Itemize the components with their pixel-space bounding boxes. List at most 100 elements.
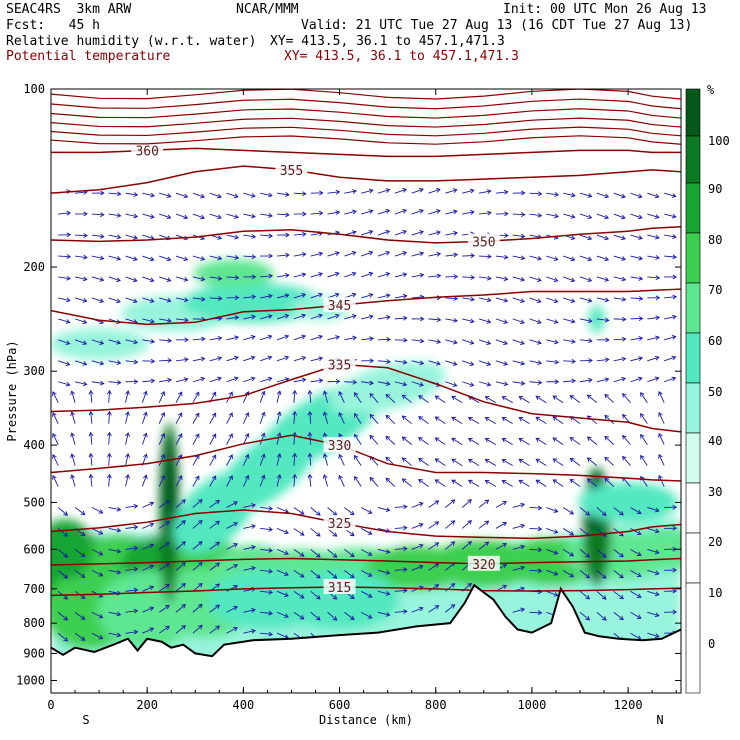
wind-arrow (579, 570, 590, 579)
wind-arrow-head (619, 573, 624, 579)
wind-arrow-head (318, 272, 324, 277)
wind-arrow-head (268, 505, 274, 511)
wind-arrow (435, 437, 446, 445)
wind-arrow-head (487, 275, 492, 281)
wind-arrow (445, 499, 455, 508)
wind-arrow-head (133, 545, 139, 551)
wind-arrow (394, 381, 407, 386)
wind-arrow-head (554, 359, 560, 365)
wind-arrow (596, 358, 609, 362)
wind-arrow-head (234, 315, 240, 321)
wind-arrow-head (165, 584, 170, 589)
wind-arrow (125, 474, 129, 487)
wind-arrow-head (88, 410, 94, 416)
wind-arrow-head (149, 277, 155, 283)
wind-arrow (141, 475, 147, 487)
wind-arrow (159, 359, 172, 362)
wind-arrow (546, 569, 558, 575)
wind-arrow-head (369, 336, 374, 342)
wind-arrow (226, 276, 239, 279)
forecast-hour: Fcst: 45 h (6, 18, 100, 33)
wind-arrow (613, 318, 626, 320)
wind-arrow (259, 475, 265, 487)
wind-arrow-head (418, 416, 423, 421)
wind-arrow-head (570, 192, 576, 198)
wind-arrow-head (535, 458, 541, 463)
wind-arrow-head (268, 273, 274, 279)
wind-arrow-head (587, 318, 593, 324)
wind-arrow-head (672, 567, 678, 573)
wind-arrow-head (315, 511, 321, 516)
wind-arrow-head (554, 379, 560, 385)
wind-arrow-head (402, 381, 408, 387)
wind-arrow-head (418, 606, 424, 612)
wind-arrow-head (217, 255, 223, 261)
wind-arrow-head (436, 273, 442, 279)
wind-arrow-head (569, 552, 575, 557)
wind-arrow-head (486, 381, 492, 387)
wind-arrow (141, 412, 147, 424)
wind-arrow-head (638, 356, 643, 361)
wind-arrow (58, 381, 70, 386)
wind-arrow-head (655, 255, 661, 260)
wind-arrow-head (402, 229, 408, 235)
wind-arrow (394, 568, 407, 571)
wind-arrow-head (672, 588, 678, 594)
wind-arrow (658, 433, 665, 445)
wind-arrow-head (195, 391, 200, 397)
wind-arrow-head (165, 563, 170, 568)
wind-arrow (630, 276, 643, 280)
wind-arrow-head (63, 553, 69, 558)
wind-arrow (327, 272, 340, 278)
wind-arrow (226, 585, 238, 592)
wind-arrow-head (619, 531, 624, 537)
wind-arrow (141, 433, 147, 445)
wind-arrow-head (160, 391, 166, 396)
wind-arrow (71, 412, 76, 424)
wind-arrow (323, 411, 328, 424)
wind-arrow (613, 234, 626, 240)
wind-arrow (546, 255, 558, 261)
wind-arrow-head (166, 277, 172, 283)
wind-arrow (159, 213, 171, 219)
wind-arrow (377, 230, 390, 236)
wind-arrow-head (233, 376, 239, 382)
wind-arrow (209, 337, 222, 341)
wind-arrow (142, 380, 155, 383)
wind-arrow (310, 507, 321, 516)
wind-arrow (323, 391, 328, 403)
wind-arrow (377, 251, 390, 257)
wind-arrow-head (354, 454, 359, 460)
wind-arrow (445, 583, 455, 592)
wind-arrow (293, 528, 305, 536)
wind-arrow-head (307, 452, 313, 458)
wind-arrow (664, 316, 677, 320)
wind-arrow-head (315, 553, 321, 558)
wind-arrow (192, 475, 200, 487)
wind-arrow (579, 276, 592, 282)
wind-arrow-head (335, 335, 340, 340)
wind-arrow (468, 459, 480, 466)
wind-arrow (242, 412, 249, 424)
wind-arrow-head (418, 395, 423, 400)
wind-arrow-head (184, 317, 189, 323)
wind-arrow-head (251, 566, 256, 571)
wind-arrow (209, 625, 220, 634)
wind-arrow (518, 396, 530, 404)
rh-patch (193, 259, 274, 288)
wind-arrow-head (215, 604, 221, 609)
wind-arrow-head (587, 193, 593, 198)
wind-arrow-head (569, 458, 575, 463)
wind-arrow-head (588, 338, 593, 344)
wind-arrow-head (570, 256, 576, 262)
wind-arrow-head (284, 273, 290, 278)
wind-arrow-head (501, 459, 507, 464)
wind-arrow (377, 316, 390, 320)
wind-arrow (445, 520, 455, 529)
wind-arrow-head (604, 297, 610, 303)
wind-arrow-head (132, 298, 138, 304)
theta-label-bg (323, 356, 356, 372)
wind-arrow (562, 507, 574, 515)
wind-arrow-head (251, 294, 257, 300)
wind-arrow (158, 391, 165, 403)
